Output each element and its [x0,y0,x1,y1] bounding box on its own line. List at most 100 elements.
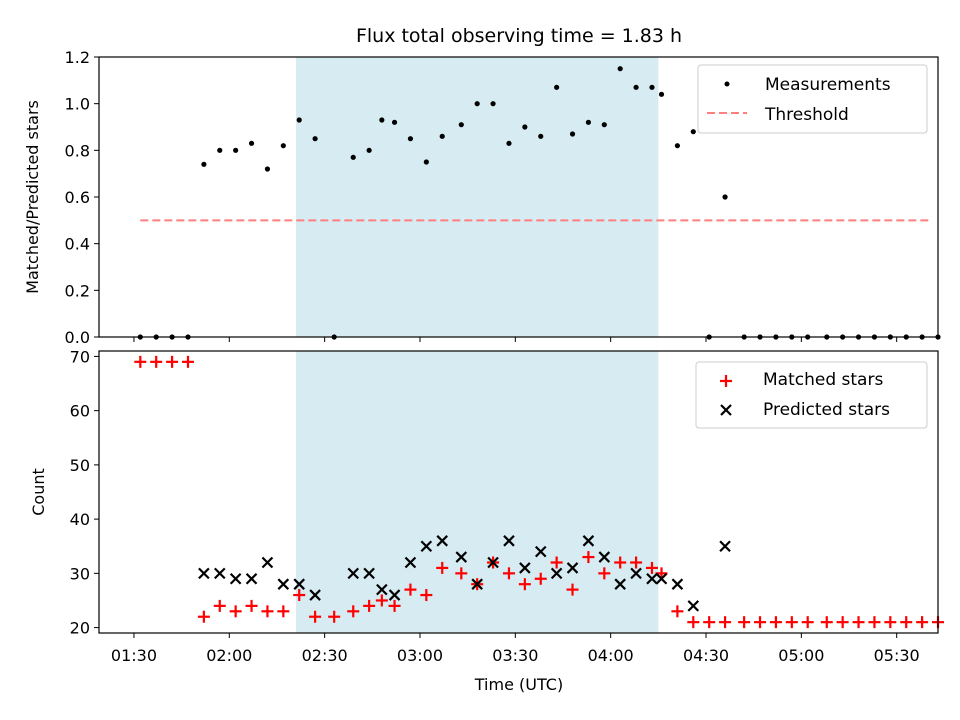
predicted-star-point [671,578,684,590]
predicted-x-b [550,567,563,580]
matched-star-point [436,561,449,574]
matched-star-point [645,561,658,574]
matched-star-point [820,616,833,629]
matched-star-point [150,355,163,368]
bottom-legend: Matched stars Predicted stars [695,361,928,429]
x-tick-label: 05:30 [874,646,920,665]
top-y-tick-label: 1.2 [65,48,90,67]
predicted-x-b [404,556,417,569]
matched-star-point [630,556,643,569]
matched-star-point [420,589,433,602]
top-y-tick-label: 0.0 [65,328,90,347]
predicted-x-b [293,578,305,590]
measurement-point [649,84,655,90]
measurement-point [490,101,496,107]
matched-star-point [687,616,700,629]
matched-star-point [375,594,388,607]
matched-star-point [703,616,716,629]
predicted-star-point [582,535,595,547]
predicted-stars-points [198,535,731,612]
matched-star-point [582,551,595,564]
measurement-point [280,143,286,149]
legend-threshold-label: Threshold [764,105,849,125]
top-legend: Measurements Threshold [697,64,928,134]
predicted-star-point [277,578,290,590]
top-y-tick-label: 0.2 [65,281,90,300]
matched-star-point [754,616,767,629]
predicted-x-b [487,556,499,569]
bottom-x-ticks: 01:30 02:00 02:30 03:00 03:30 04:00 04:30 05:00… [111,633,920,665]
measurement-point [217,147,223,153]
matched-star-point [363,599,376,612]
measurement-point [391,119,398,125]
predicted-x-b [598,551,611,563]
legend-measurements-marker [724,81,730,87]
matched-star-point [245,599,258,612]
measurement-point [233,147,239,153]
predicted-x-b [582,535,595,547]
predicted-star-point [213,567,226,580]
predicted-star-point [363,567,375,580]
measurement-point [658,91,665,97]
observing-window-shade [296,57,659,337]
matched-star-point [404,583,417,596]
predicted-star-point [614,578,626,590]
measurement-point [538,133,544,139]
x-tick-label: 03:00 [397,646,443,665]
x-tick-label: 02:30 [302,646,348,665]
matched-star-point [769,616,782,629]
matched-star-point [229,605,242,618]
predicted-x-b [277,578,290,590]
matched-star-point [900,616,913,629]
predicted-star-point [420,540,433,553]
legend-predicted-label: Predicted stars [763,400,890,420]
predicted-star-point [503,535,515,547]
predicted-x-b [630,567,642,580]
matched-star-point [309,610,322,623]
predicted-x-b [646,572,658,585]
predicted-star-point [309,589,321,601]
predicted-star-point [519,562,531,574]
measurement-point [633,84,639,90]
matched-star-point [455,567,468,580]
count-panel: 20 30 40 50 60 70 01:30 02:00 02:30 03:00 03:30 04… [29,347,944,694]
predicted-star-point [229,572,242,585]
measurement-point [423,159,429,165]
measurement-point [458,122,464,128]
chart-title: Flux total observing time = 1.83 h [356,25,682,47]
measurement-point [506,140,512,146]
predicted-star-point [455,551,468,563]
measurement-point [690,129,696,135]
measurement-point [617,66,623,72]
matched-star-point [836,616,849,629]
matched-star-point [785,616,798,629]
predicted-x-b [376,583,388,596]
predicted-star-point [687,600,700,612]
measurement-point [312,136,318,142]
matched-star-point [261,605,274,618]
legend-matched-label: Matched stars [763,370,883,390]
matched-star-point [213,599,226,612]
matched-star-point [719,616,732,629]
ratio-panel: 0.0 0.2 0.4 0.6 0.8 1.0 1.2 Matched/Predicted … [23,48,941,347]
matched-star-point [518,578,531,591]
predicted-star-point [198,567,210,580]
predicted-star-point [347,567,360,580]
x-tick-label: 01:30 [111,646,157,665]
measurement-point [474,101,480,107]
predicted-star-point [566,562,579,574]
bottom-y-tick-label: 50 [70,456,90,475]
x-tick-label: 03:30 [492,646,538,665]
predicted-x-b [455,551,468,563]
matched-star-point [852,616,865,629]
top-y-tick-label: 0.6 [65,188,90,207]
matched-star-point [197,610,210,623]
observing-window-shade-lower [296,351,659,633]
matched-star-point [534,572,547,585]
top-y-tick-label: 0.4 [65,235,90,254]
predicted-star-point [646,572,658,585]
measurement-point [407,136,414,142]
predicted-star-point [550,567,563,580]
legend-matched-marker [720,375,732,387]
